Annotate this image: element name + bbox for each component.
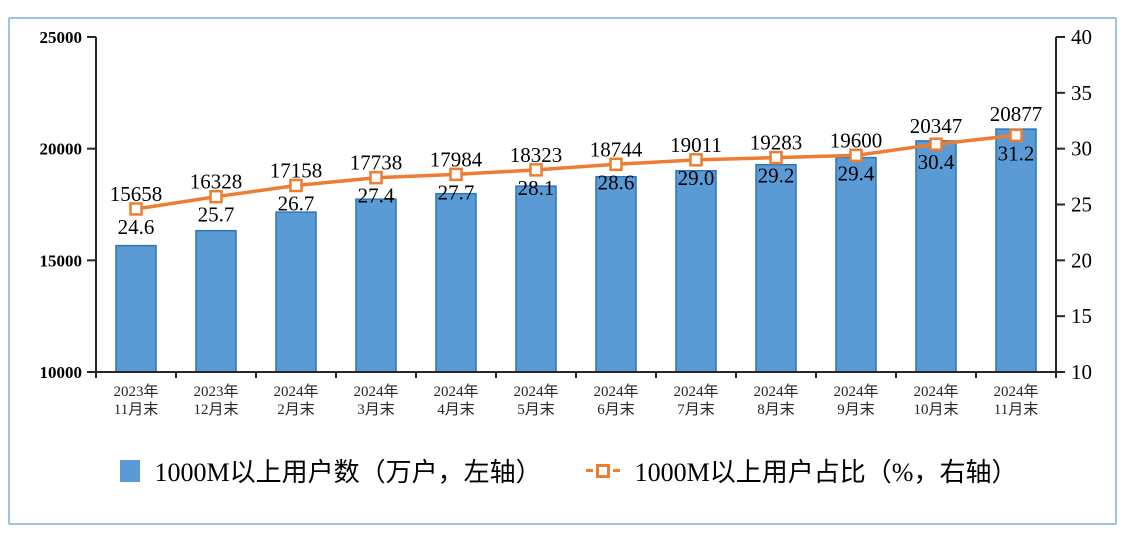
bar-value-label: 17984 — [430, 147, 483, 171]
x-axis-label: 2024年 3月末 — [353, 383, 398, 418]
line-marker — [209, 189, 223, 204]
legend-label-bars: 1000M以上用户数（万户，左轴） — [154, 458, 542, 487]
bar — [995, 128, 1037, 373]
line-marker — [369, 170, 383, 185]
x-axis-label: 2023年 11月末 — [113, 383, 158, 418]
bar — [275, 211, 317, 373]
bar-value-label: 18323 — [510, 143, 563, 167]
trend-line — [135, 133, 1017, 211]
bar — [435, 192, 477, 373]
bar-value-label: 19011 — [670, 133, 722, 157]
right-axis-tick-label: 15 — [1071, 304, 1092, 328]
line-value-label: 29.0 — [678, 166, 715, 190]
x-axis-label: 2024年 11月末 — [993, 383, 1038, 418]
line-value-label: 31.2 — [998, 141, 1035, 165]
line-value-label: 28.1 — [518, 176, 555, 200]
legend-item-line: 1000M以上用户占比（%，右轴） — [585, 452, 1018, 489]
right-axis-tick-label: 30 — [1071, 137, 1092, 161]
line-marker — [929, 137, 943, 151]
bar — [195, 229, 237, 373]
line-value-label: 27.4 — [358, 184, 395, 208]
line-value-label: 30.4 — [918, 150, 955, 174]
right-axis-tick-label: 20 — [1071, 248, 1092, 272]
line-marker — [849, 148, 863, 163]
bar-value-label: 20347 — [910, 114, 963, 138]
line-value-label: 25.7 — [198, 203, 235, 227]
line-series-swatch-icon — [585, 463, 620, 478]
line-value-label: 26.7 — [278, 192, 315, 216]
bar — [595, 175, 637, 373]
x-axis-label: 2024年 4月末 — [433, 383, 478, 418]
bar — [515, 185, 557, 373]
left-axis-tick-label: 20000 — [40, 140, 83, 159]
line-value-label: 28.6 — [598, 170, 635, 194]
bar — [675, 170, 717, 373]
bar — [915, 140, 957, 373]
bar-value-label: 15658 — [110, 182, 163, 206]
right-axis-tick-label: 10 — [1071, 360, 1092, 384]
bar-value-label: 18744 — [590, 137, 643, 161]
legend: 1000M以上用户数（万户，左轴） 1000M以上用户占比（%，右轴） — [0, 452, 1137, 489]
right-axis-tick-label: 35 — [1071, 81, 1092, 105]
line-marker — [529, 163, 543, 177]
x-axis-label: 2024年 2月末 — [273, 383, 318, 418]
bar-series-swatch-icon — [119, 459, 140, 482]
legend-label-line: 1000M以上用户占比（%，右轴） — [634, 458, 1018, 487]
left-axis-tick-label: 25000 — [40, 28, 83, 47]
line-marker — [769, 150, 783, 165]
line-marker — [689, 153, 703, 167]
bar-value-label: 20877 — [990, 102, 1043, 126]
line-marker — [129, 202, 143, 216]
x-axis-label: 2024年 6月末 — [593, 383, 638, 418]
bar — [755, 163, 797, 373]
bar-value-label: 19283 — [750, 131, 803, 155]
line-value-label: 29.4 — [838, 161, 875, 185]
line-value-label: 29.2 — [758, 164, 795, 188]
bar-value-label: 19600 — [830, 128, 883, 152]
legend-item-bars: 1000M以上用户数（万户，左轴） — [119, 452, 542, 489]
right-axis-tick-label: 25 — [1071, 193, 1092, 217]
left-axis-tick-label: 15000 — [40, 251, 83, 270]
line-value-label: 27.7 — [438, 180, 475, 204]
bar-value-label: 17158 — [270, 159, 323, 183]
line-marker — [449, 167, 463, 182]
bar — [355, 198, 397, 373]
line-marker — [289, 178, 303, 193]
line-marker — [1009, 128, 1023, 143]
line-value-label: 24.6 — [118, 215, 155, 239]
line-marker — [609, 157, 623, 172]
bar-value-label: 17738 — [350, 151, 403, 175]
x-axis-label: 2024年 10月末 — [913, 383, 958, 418]
x-axis-label: 2024年 9月末 — [833, 383, 878, 418]
left-axis-tick-label: 10000 — [40, 363, 83, 382]
x-axis-label: 2023年 12月末 — [193, 383, 238, 418]
x-axis-label: 2024年 7月末 — [673, 383, 718, 418]
right-axis-tick-label: 40 — [1071, 25, 1092, 49]
bar-value-label: 16328 — [190, 170, 243, 194]
x-axis-label: 2024年 5月末 — [513, 383, 558, 418]
x-axis-label: 2024年 8月末 — [753, 383, 798, 418]
bar — [115, 244, 157, 373]
bar — [835, 156, 877, 373]
